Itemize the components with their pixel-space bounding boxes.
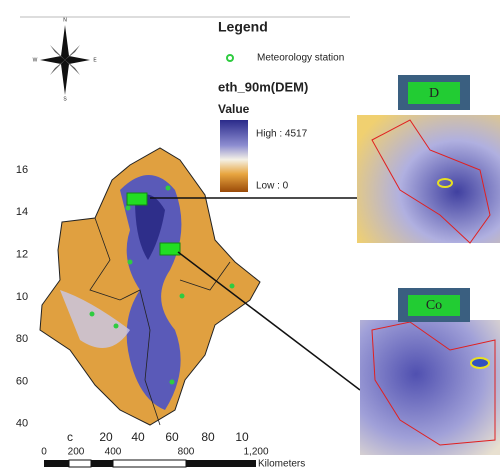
inset-label: Co [426,298,442,313]
bottom-labels: c 20 40 60 80 10 [67,430,249,444]
station-symbol [226,54,234,62]
inset-label: D [429,86,439,101]
legend-station: Meteorology station [257,53,344,64]
left-label: 80 [16,333,28,345]
compass-n: N [63,17,67,23]
legend-low: Low : 0 [256,181,289,192]
color-ramp [220,120,248,192]
legend-value: Value [218,102,250,116]
legend-layer: eth_90m(DEM) [218,79,308,94]
bottom-label: 60 [165,430,179,444]
left-labels: 16 14 12 10 80 60 40 [16,164,28,430]
legend-high: High : 4517 [256,129,308,140]
connectors [150,197,361,391]
legend-title: Legend [218,19,268,35]
left-label: 16 [16,164,28,176]
compass-s: S [63,96,67,102]
compass-w: W [33,57,38,63]
left-label: 10 [16,291,28,303]
left-label: 40 [16,418,28,430]
scale-label: 800 [178,447,195,458]
bottom-label: 40 [131,430,145,444]
scale-label: 1,200 [243,447,268,458]
scale-unit: Kilometers [258,459,305,468]
compass-e: E [93,57,97,63]
compass: N E S W [33,17,98,102]
scale-label: 200 [68,447,85,458]
inset-d: D [357,75,500,244]
bottom-label: c [67,430,73,444]
scale-label: 400 [105,447,122,458]
inset-co: Co [360,288,500,455]
left-label: 60 [16,375,28,387]
left-label: 12 [16,249,28,261]
scale-label: 0 [41,447,47,458]
bottom-label: 10 [235,430,249,444]
scale-bar [44,459,256,468]
left-label: 14 [16,206,28,218]
bottom-label: 20 [99,430,113,444]
legend: Legend Meteorology station eth_90m(DEM) … [218,19,344,192]
bottom-label: 80 [201,430,215,444]
ethiopia-map [39,147,261,426]
